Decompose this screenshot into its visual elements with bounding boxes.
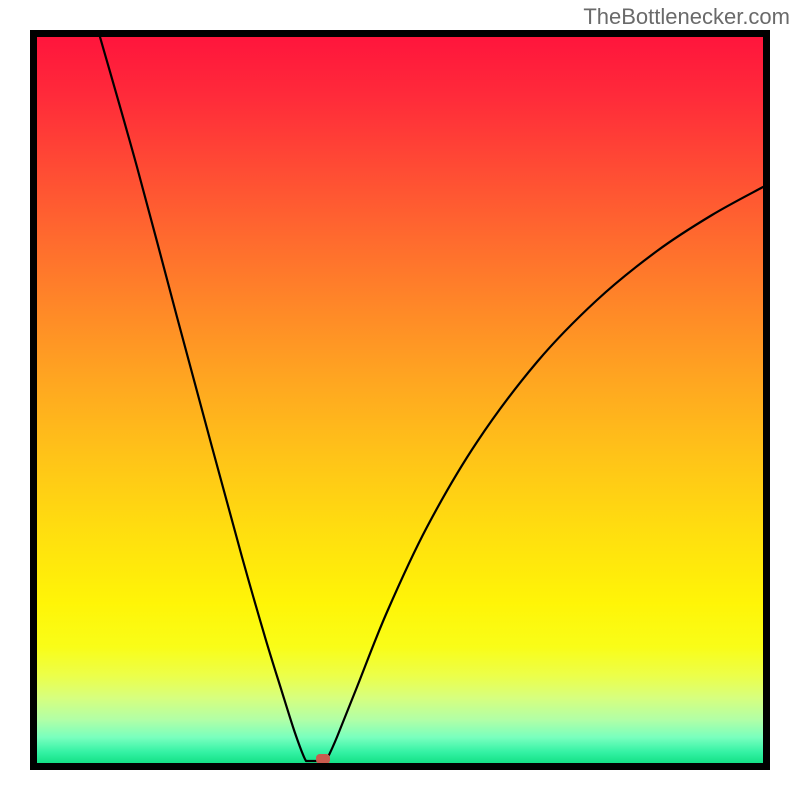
plot-area bbox=[37, 37, 763, 763]
watermark-text: TheBottlenecker.com bbox=[583, 4, 790, 30]
optimum-marker bbox=[316, 754, 330, 763]
bottleneck-curve bbox=[37, 37, 763, 763]
chart-frame bbox=[30, 30, 770, 770]
